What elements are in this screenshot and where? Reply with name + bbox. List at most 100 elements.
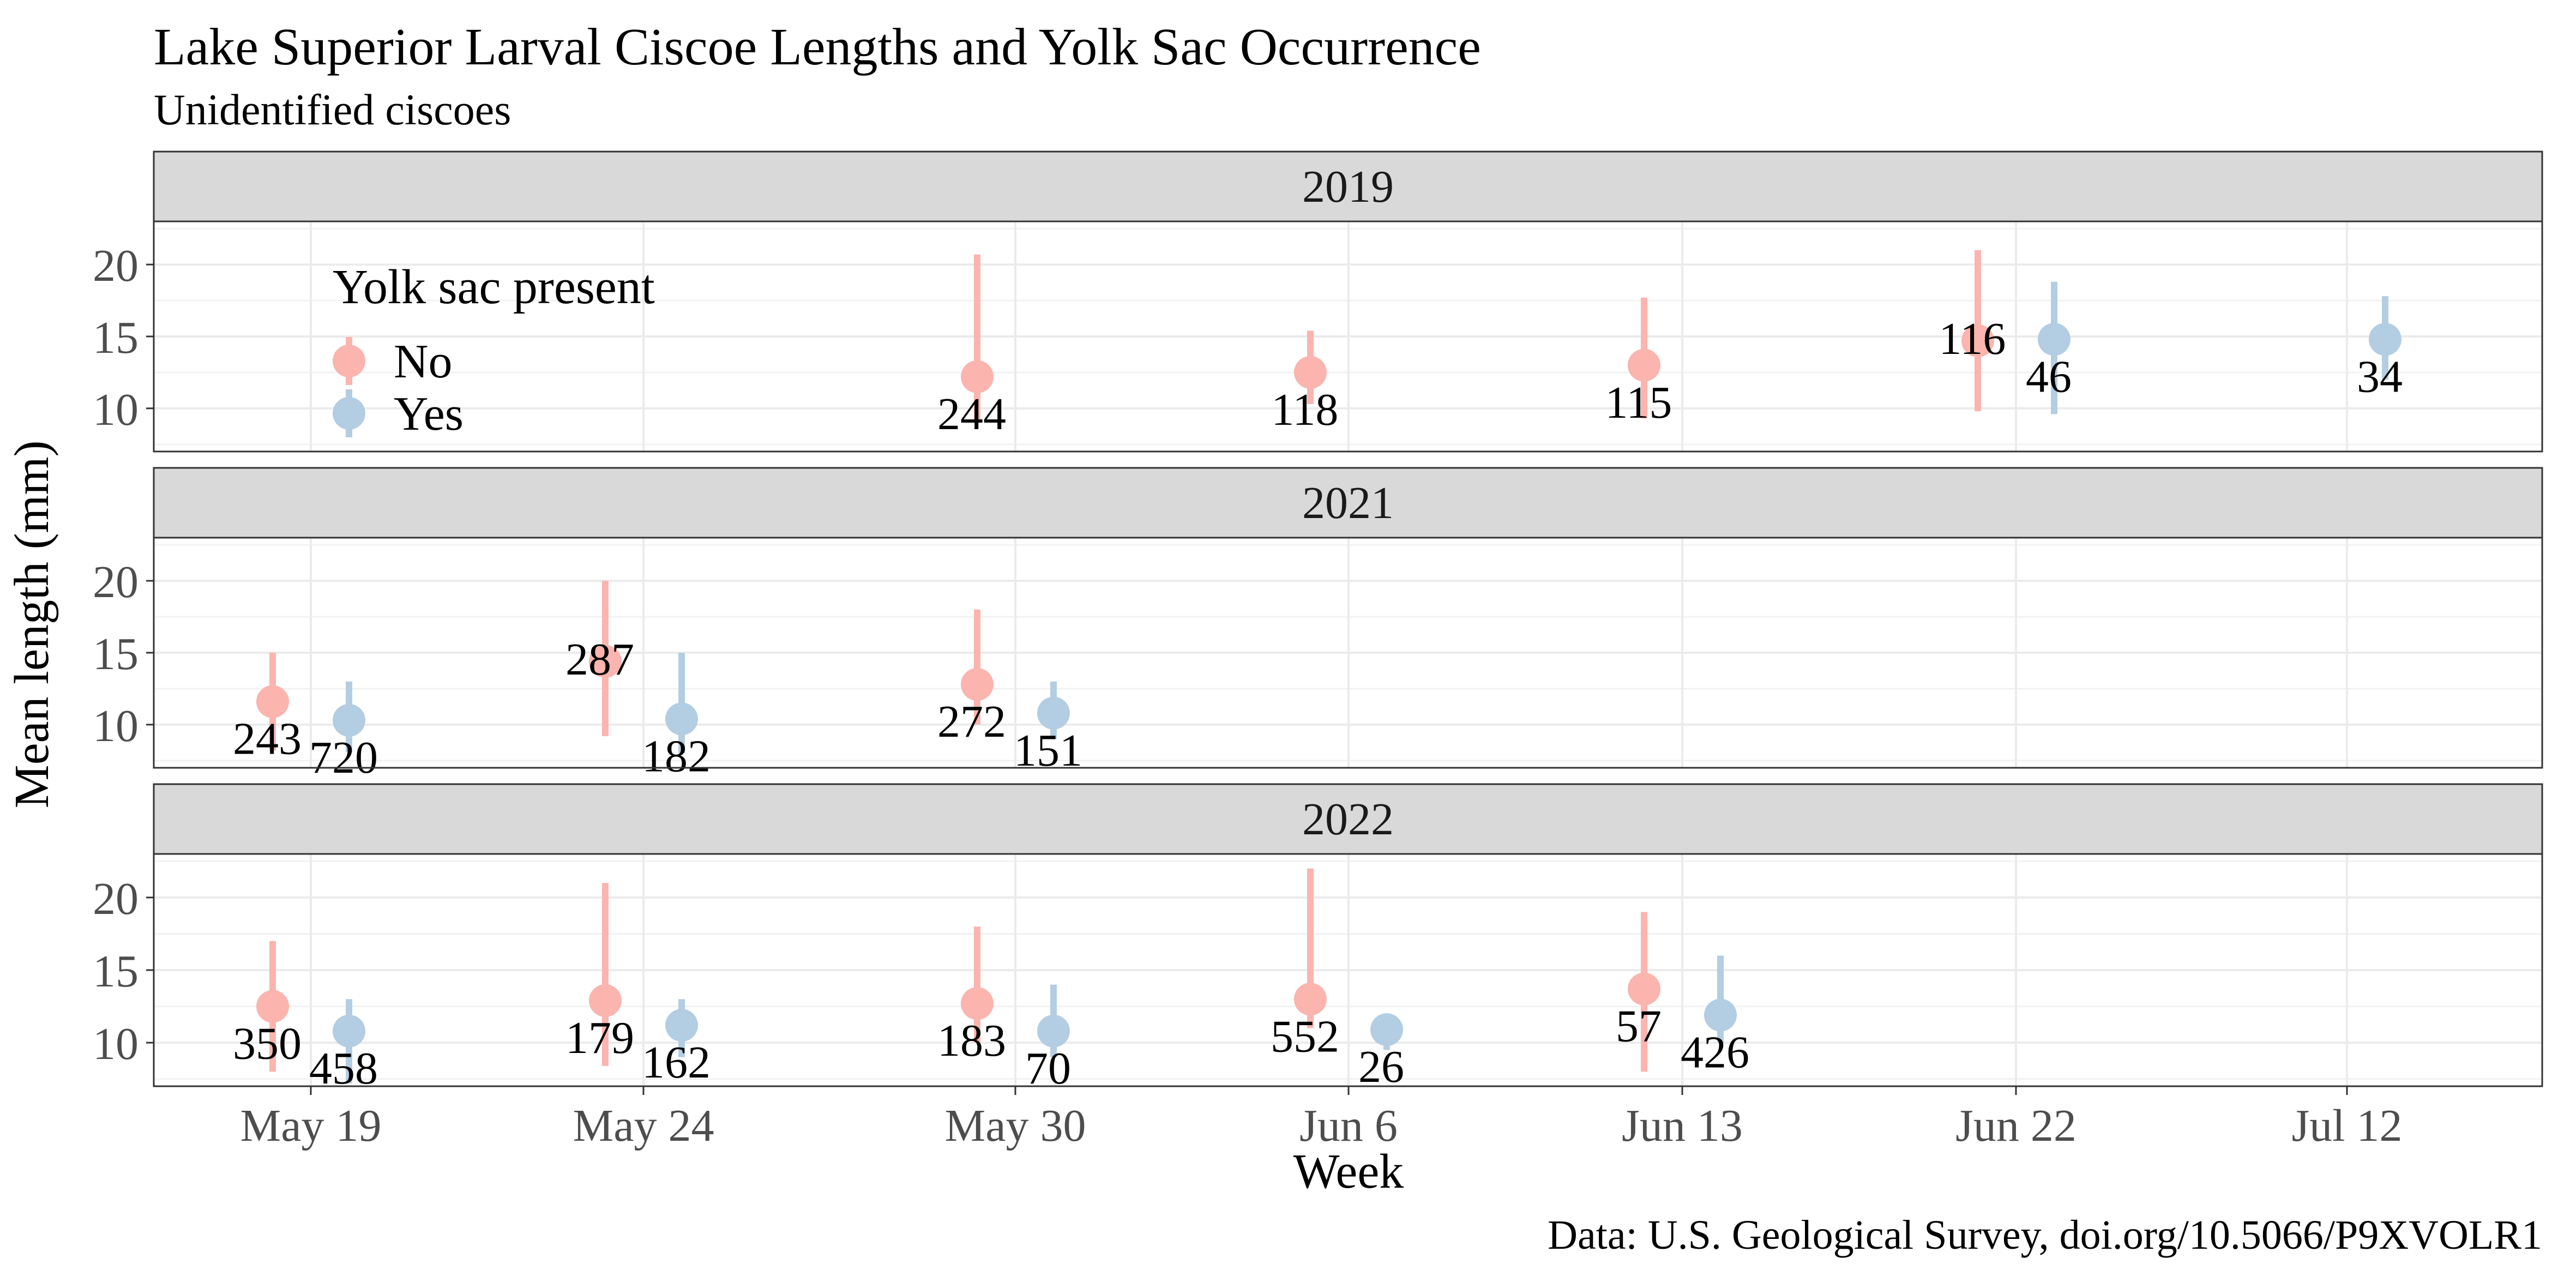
panel-strip: [153, 467, 2543, 539]
x-tick-label: Jun 13: [1622, 1100, 1743, 1151]
mean-point: [256, 685, 289, 718]
mean-point: [2369, 323, 2402, 356]
data-point-no: 179: [565, 883, 634, 1066]
mean-point: [589, 645, 622, 678]
panel-2019: 2019 10 15 20 244 118 115 116 46 34: [93, 151, 2543, 453]
y-axis-title: Mean length (mm): [5, 441, 59, 809]
data-point-no: 552: [1271, 868, 1339, 1062]
mean-point: [961, 668, 994, 701]
x-tick-label: May 19: [240, 1100, 382, 1151]
sample-size-label: 350: [233, 1019, 302, 1069]
data-point-no: 243: [233, 653, 302, 765]
data-point-yes: 26: [1358, 1013, 1404, 1092]
data-point-yes: 70: [1025, 984, 1071, 1094]
sample-size-label: 70: [1025, 1043, 1071, 1094]
y-tick-label: 15: [93, 629, 139, 679]
legend-entry-no: No: [333, 335, 453, 388]
sample-size-label: 34: [2357, 351, 2403, 402]
panel-strip-label: 2019: [1302, 161, 1394, 212]
data-point-no: 244: [937, 254, 1006, 440]
mean-point: [1961, 324, 1994, 357]
data-point-yes: 426: [1681, 955, 1749, 1078]
panel-2022: 2022 10 15 20 350 458 179 162 183 70 552 26 57 426: [93, 783, 2543, 1094]
mean-point: [1370, 1013, 1403, 1046]
panel-strip-label: 2022: [1302, 794, 1394, 845]
mean-point: [1628, 348, 1660, 382]
data-point-no: 287: [565, 581, 634, 736]
mean-point: [665, 702, 698, 736]
chart-title: Lake Superior Larval Ciscoe Lengths and …: [154, 17, 1481, 76]
data-point-no: 183: [937, 926, 1006, 1066]
x-tick-label: Jun 22: [1955, 1100, 2077, 1151]
mean-point: [665, 1009, 698, 1042]
legend-key-point: [333, 345, 365, 377]
legend-entry-label: Yes: [394, 388, 464, 441]
y-tick-label: 20: [93, 557, 139, 607]
legend-key-point: [333, 397, 365, 430]
sample-size-label: 272: [937, 696, 1006, 747]
x-tick-label: Jun 6: [1299, 1100, 1398, 1151]
panel-strip: [153, 783, 2543, 855]
data-point-yes: 46: [2026, 281, 2072, 414]
data-point-yes: 162: [642, 999, 711, 1088]
mean-point: [333, 1014, 365, 1048]
mean-point: [1628, 972, 1660, 1006]
mean-point: [1037, 1014, 1070, 1048]
legend-entry-yes: Yes: [333, 388, 464, 441]
x-axis-title: Week: [1293, 1145, 1404, 1199]
sample-size-label: 57: [1616, 1001, 1662, 1052]
y-tick-label: 10: [93, 1019, 139, 1069]
y-tick-label: 10: [93, 384, 139, 435]
sample-size-label: 720: [309, 732, 378, 783]
data-point-yes: 458: [309, 999, 378, 1094]
y-tick-label: 15: [93, 946, 139, 997]
mean-point: [256, 990, 289, 1023]
panel-border: [153, 537, 2543, 769]
mean-point: [1704, 998, 1737, 1032]
panel-strip-label: 2021: [1302, 478, 1394, 528]
sample-size-label: 115: [1605, 377, 1672, 428]
data-point-no: 272: [937, 609, 1006, 747]
chart-caption: Data: U.S. Geological Survey, doi.org/10…: [1548, 1212, 2542, 1258]
sample-size-label: 116: [1939, 314, 2006, 364]
sample-size-label: 46: [2026, 351, 2072, 402]
y-tick-label: 10: [93, 701, 139, 751]
sample-size-label: 26: [1358, 1042, 1404, 1092]
sample-size-label: 287: [565, 634, 634, 685]
x-tick-label: May 24: [573, 1100, 714, 1151]
sample-size-label: 458: [309, 1043, 378, 1094]
sample-size-label: 179: [565, 1013, 634, 1063]
mean-point: [333, 703, 365, 737]
data-point-no: 118: [1272, 330, 1339, 435]
data-point-yes: 182: [642, 653, 711, 781]
y-tick-label: 20: [93, 874, 139, 924]
data-point-no: 115: [1605, 297, 1672, 428]
legend-title: Yolk sac present: [333, 260, 655, 314]
sample-size-label: 426: [1681, 1027, 1749, 1078]
data-point-no: 350: [233, 941, 302, 1072]
data-point-no: 57: [1616, 912, 1662, 1072]
panel-strip: [153, 151, 2543, 222]
y-tick-label: 20: [93, 240, 139, 291]
mean-point: [1294, 983, 1327, 1016]
legend-entry-label: No: [394, 335, 453, 388]
sample-size-label: 162: [642, 1037, 711, 1088]
mean-point: [1294, 356, 1327, 389]
mean-point: [961, 987, 994, 1020]
sample-size-label: 552: [1271, 1011, 1339, 1062]
sample-size-label: 243: [233, 714, 302, 765]
sample-size-label: 118: [1272, 384, 1339, 435]
data-point-yes: 34: [2357, 296, 2403, 402]
mean-point: [589, 984, 622, 1017]
x-axis: May 19 May 24 May 30 Jun 6 Jun 13 Jun 22 Jul 1…: [240, 1086, 2403, 1151]
x-tick-label: Jul 12: [2291, 1100, 2402, 1151]
data-point-no: 116: [1939, 250, 2006, 412]
sample-size-label: 183: [937, 1015, 1006, 1066]
sample-size-label: 244: [937, 389, 1006, 440]
chart-subtitle: Unidentified ciscoes: [154, 86, 511, 134]
y-tick-label: 15: [93, 312, 139, 363]
